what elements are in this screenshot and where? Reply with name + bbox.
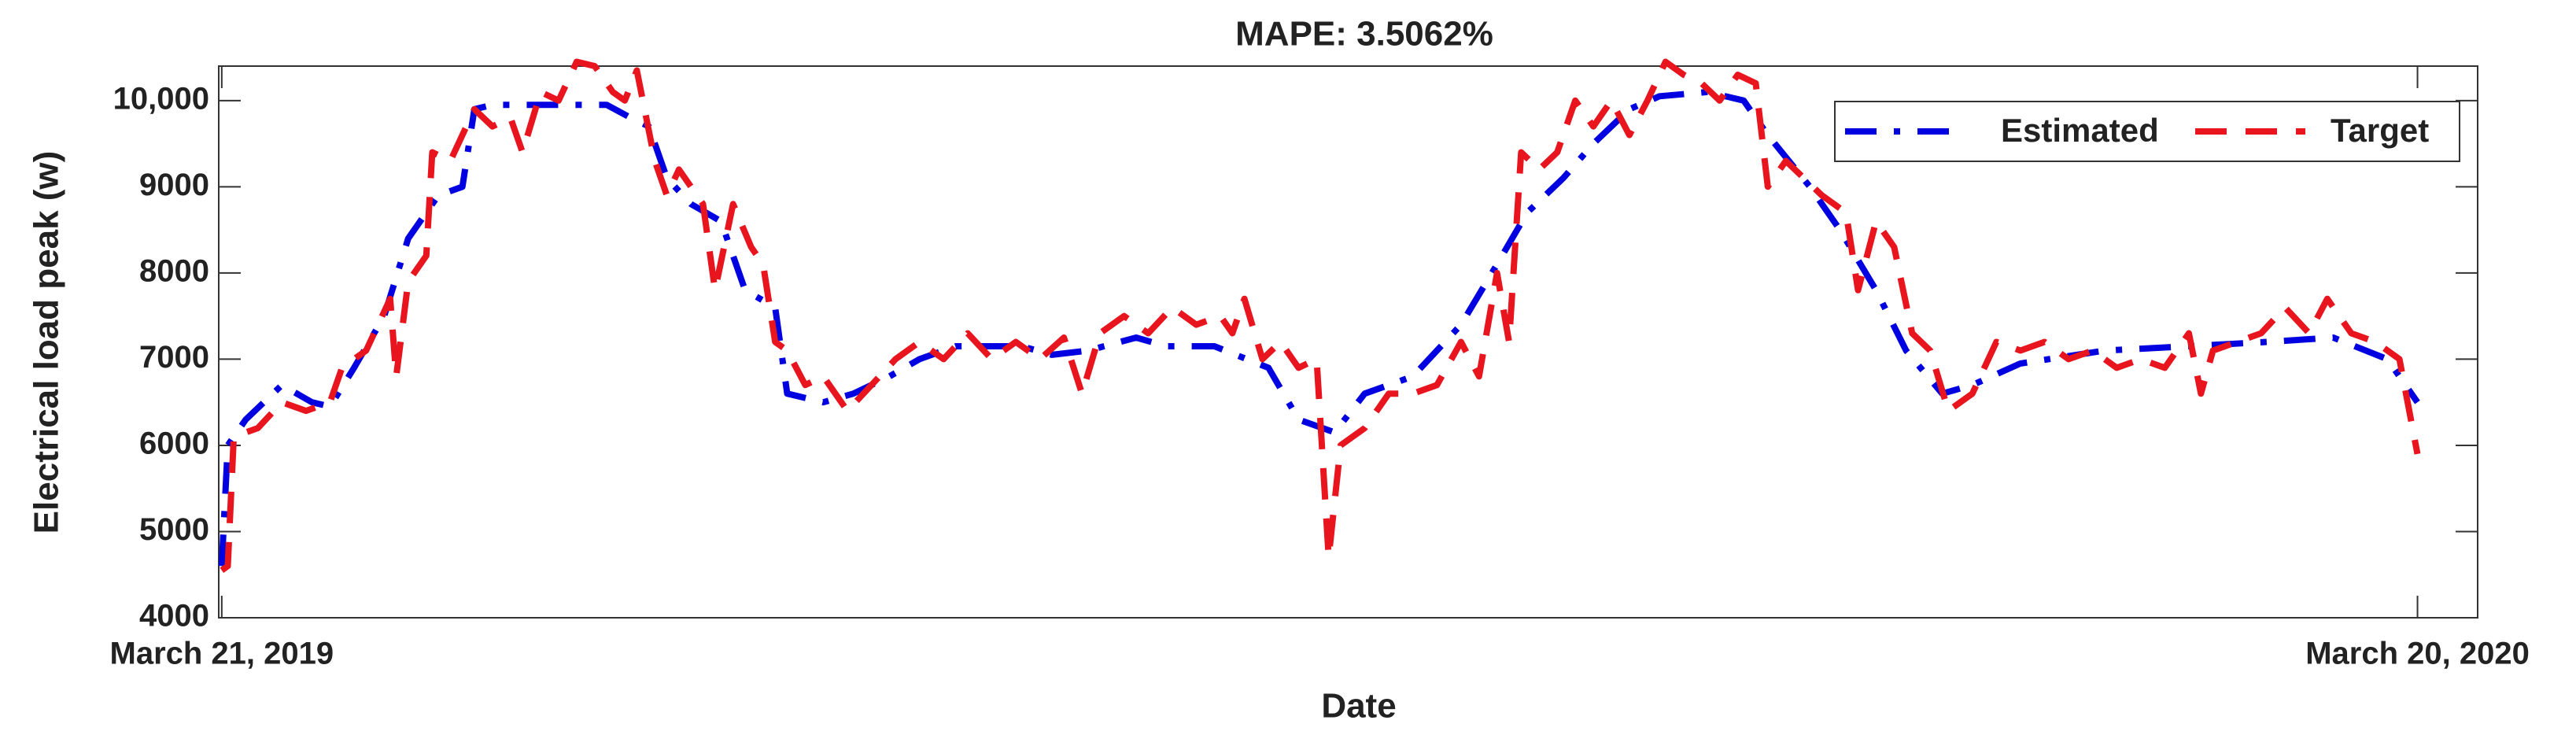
y-axis-label: Electrical load peak (w) <box>28 151 66 534</box>
x-tick-label: March 21, 2019 <box>110 637 334 671</box>
legend: Estimated Target <box>1834 101 2460 162</box>
y-tick-label: 5000 <box>139 512 209 547</box>
chart-title: MAPE: 3.5062% <box>1235 15 1493 54</box>
y-tick-label: 7000 <box>139 340 209 375</box>
y-tick-label: 4000 <box>139 599 209 633</box>
y-tick-label: 10,000 <box>113 81 209 116</box>
legend-label: Estimated <box>2001 112 2159 149</box>
y-tick-label: 8000 <box>139 253 209 288</box>
plot-frame <box>218 65 2478 619</box>
series-line <box>220 58 2421 574</box>
y-tick-label: 9000 <box>139 168 209 202</box>
x-axis-label: Date <box>1321 687 1396 726</box>
y-tick-label: 6000 <box>139 427 209 461</box>
x-tick-label: March 20, 2020 <box>2305 637 2530 671</box>
legend-label: Target <box>2331 112 2429 149</box>
series-line <box>218 88 2420 567</box>
